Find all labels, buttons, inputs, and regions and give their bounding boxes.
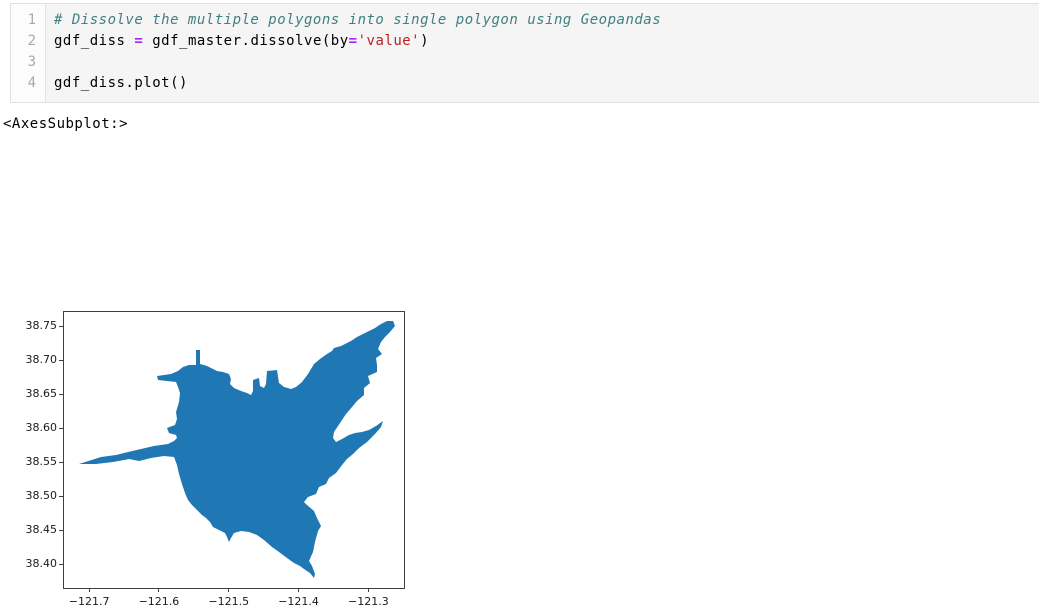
y-tick-mark: [59, 393, 63, 395]
comment-token: # Dissolve the multiple polygons into si…: [54, 12, 662, 28]
x-tick-label: −121.5: [208, 595, 250, 608]
x-tick-mark: [228, 588, 230, 592]
dissolved-polygon: [79, 321, 395, 578]
line-number: 3: [27, 54, 36, 70]
code-cell[interactable]: 1 2 3 4 # Dissolve the multiple polygons…: [10, 3, 1039, 103]
code-line: gdf_diss.plot(): [54, 73, 1039, 94]
code-token: gdf_diss.plot(): [54, 75, 188, 91]
x-tick-label: −121.7: [68, 595, 110, 608]
code-token: ): [420, 33, 430, 49]
y-tick-mark: [59, 461, 63, 463]
y-tick-label: 38.75: [25, 319, 58, 333]
y-tick-mark: [59, 563, 63, 565]
y-tick-label: 38.50: [25, 489, 58, 503]
y-tick-label: 38.60: [25, 421, 58, 435]
output-text: <AxesSubplot:>: [3, 116, 129, 132]
y-tick-mark: [59, 427, 63, 429]
line-number: 2: [27, 33, 36, 49]
operator-token: =: [134, 33, 144, 49]
x-tick-mark: [298, 588, 300, 592]
code-line: # Dissolve the multiple polygons into si…: [54, 10, 1039, 31]
x-tick-label: −121.6: [138, 595, 180, 608]
operator-token: =: [348, 33, 358, 49]
code-token: gdf_master.dissolve(by: [143, 33, 349, 49]
string-token: 'value': [357, 33, 421, 49]
line-number: 1: [27, 12, 36, 28]
code-editor[interactable]: # Dissolve the multiple polygons into si…: [46, 4, 1039, 102]
y-tick-label: 38.40: [25, 557, 58, 571]
map-polygon-svg: [79, 321, 395, 578]
x-tick-label: −121.3: [348, 595, 389, 608]
code-line: [54, 52, 1039, 73]
x-tick-label: −121.4: [278, 595, 319, 608]
y-tick-label: 38.70: [25, 353, 58, 367]
y-tick-label: 38.65: [25, 387, 58, 401]
y-tick-label: 38.45: [25, 523, 58, 537]
line-number-gutter: 1 2 3 4: [11, 4, 46, 102]
y-tick-mark: [59, 359, 63, 361]
x-tick-mark: [367, 588, 369, 592]
x-tick-mark: [158, 588, 160, 592]
line-number: 4: [27, 75, 36, 91]
code-token: gdf_diss: [54, 33, 135, 49]
y-tick-label: 38.55: [25, 455, 58, 469]
y-tick-mark: [59, 325, 63, 327]
y-tick-mark: [59, 495, 63, 497]
axes-frame: −121.7 −121.6 −121.5 −121.4 −121.3 38.75 38.70…: [26, 311, 405, 608]
code-line: gdf_diss = gdf_master.dissolve(by='value…: [54, 31, 1039, 52]
matplotlib-figure: −121.7 −121.6 −121.5 −121.4 −121.3 38.75 38.70…: [0, 150, 460, 608]
x-tick-mark: [88, 588, 90, 592]
y-tick-mark: [59, 529, 63, 531]
